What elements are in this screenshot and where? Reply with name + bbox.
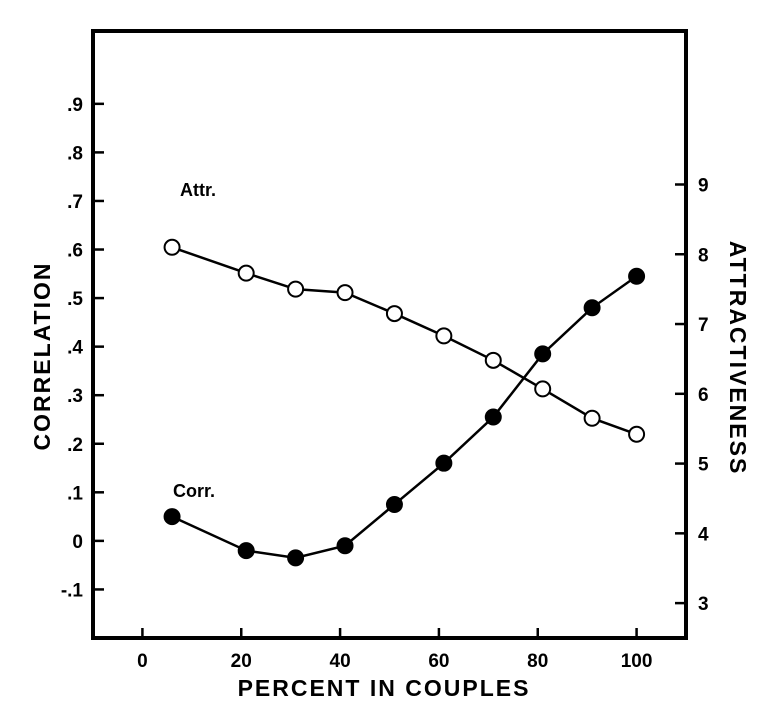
left-y-axis-title: CORRELATION (29, 262, 55, 451)
left-y-tick-label: .1 (67, 483, 83, 504)
x-tick-label: 0 (137, 651, 148, 672)
data-point-attr (628, 425, 646, 443)
data-point-attr (237, 264, 255, 282)
series-line-corr (171, 275, 638, 560)
left-y-tick-label: .5 (67, 289, 83, 310)
right-y-axis-ticks: 3 4 5 6 7 8 9 (675, 175, 709, 615)
series-line-attr (171, 246, 638, 436)
x-tick-label: 80 (527, 651, 548, 672)
data-point-corr (628, 267, 646, 285)
data-point-corr (163, 508, 181, 526)
left-y-tick-label: 0 (72, 532, 83, 553)
data-point-attr (534, 380, 552, 398)
data-point-attr (336, 284, 354, 302)
left-y-tick-label: .7 (67, 192, 83, 213)
left-y-tick-label: .8 (67, 143, 83, 164)
data-point-attr (163, 238, 181, 256)
left-y-tick-label: -.1 (61, 580, 84, 601)
data-point-corr (237, 542, 255, 560)
plot-frame (91, 29, 688, 640)
data-point-attr (287, 280, 305, 298)
x-tick-label: 60 (428, 651, 449, 672)
data-point-attr (484, 351, 502, 369)
series-labels: Attr. Corr. (173, 180, 216, 501)
right-y-tick-label: 8 (698, 245, 709, 266)
x-axis-title: PERCENT IN COUPLES (238, 675, 531, 701)
data-point-corr (287, 549, 305, 567)
data-point-corr (435, 454, 453, 472)
right-y-tick-label: 9 (698, 175, 709, 196)
right-y-tick-label: 5 (698, 455, 709, 476)
left-y-tick-label: .9 (67, 95, 83, 116)
left-y-tick-label: .4 (67, 338, 83, 359)
data-point-corr (484, 408, 502, 426)
left-y-tick-label: .6 (67, 241, 83, 262)
right-y-tick-label: 4 (698, 524, 709, 545)
x-tick-label: 100 (621, 651, 653, 672)
left-y-tick-label: .3 (67, 386, 83, 407)
right-y-axis-title: ATTRACTIVENESS (725, 241, 751, 476)
data-point-corr (385, 495, 403, 513)
right-y-tick-label: 3 (698, 594, 709, 615)
x-tick-label: 20 (231, 651, 252, 672)
x-axis-ticks: 0 20 40 60 80 100 (137, 628, 652, 672)
data-point-attr (385, 305, 403, 323)
right-y-tick-label: 7 (698, 315, 709, 336)
data-point-corr (534, 345, 552, 363)
series-layer (163, 238, 646, 567)
right-y-tick-label: 6 (698, 385, 709, 406)
data-point-corr (336, 537, 354, 555)
data-point-attr (583, 409, 601, 427)
left-y-axis-ticks: -.1 0 .1 .2 .3 .4 .5 .6 .7 .8 .9 (61, 95, 104, 601)
series-label-corr: Corr. (173, 481, 215, 501)
data-point-corr (583, 299, 601, 317)
data-point-attr (435, 327, 453, 345)
series-label-attr: Attr. (180, 180, 216, 200)
x-tick-label: 40 (330, 651, 351, 672)
left-y-tick-label: .2 (67, 435, 83, 456)
